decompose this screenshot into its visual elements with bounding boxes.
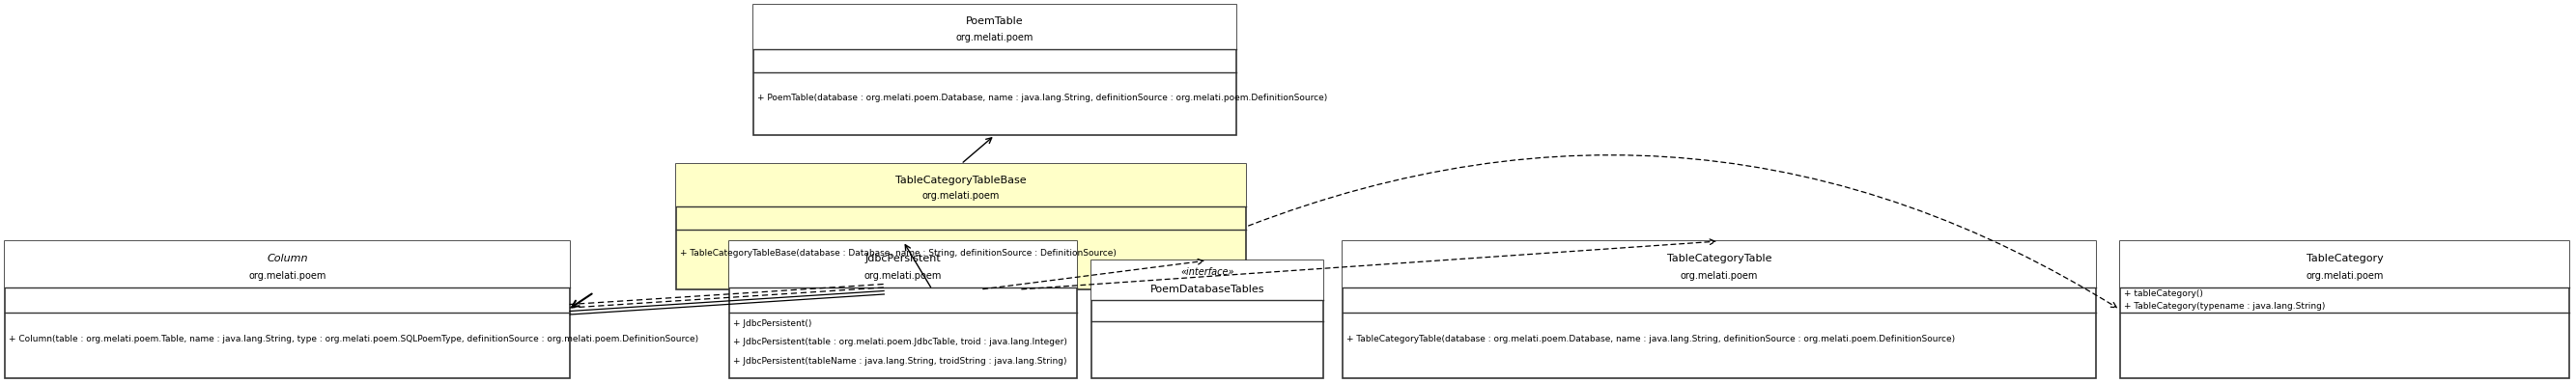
Bar (2120, 241, 2568, 378)
Text: + TableCategoryTable(database : org.melati.poem.Database, name : java.lang.Strin: + TableCategoryTable(database : org.mela… (1347, 334, 1955, 343)
Text: org.melati.poem: org.melati.poem (2306, 271, 2383, 281)
Text: + JdbcPersistent(tableName : java.lang.String, troidString : java.lang.String): + JdbcPersistent(tableName : java.lang.S… (734, 357, 1066, 366)
Text: Column: Column (268, 254, 309, 264)
Text: + TableCategory(typename : java.lang.String): + TableCategory(typename : java.lang.Str… (2125, 302, 2326, 311)
Text: + tableCategory(): + tableCategory() (2125, 290, 2202, 298)
Bar (5, 241, 569, 288)
Text: «interface»: «interface» (1180, 267, 1234, 277)
Text: org.melati.poem: org.melati.poem (956, 33, 1033, 43)
Bar (1342, 241, 2097, 288)
Text: TableCategoryTableBase: TableCategoryTableBase (896, 175, 1028, 185)
Bar (5, 241, 569, 378)
Bar (752, 5, 1236, 49)
Bar (729, 241, 1077, 378)
Text: PoemDatabaseTables: PoemDatabaseTables (1149, 285, 1265, 294)
Text: PoemTable: PoemTable (966, 17, 1023, 26)
Bar (1342, 241, 2097, 378)
Text: org.melati.poem: org.melati.poem (1680, 271, 1757, 281)
Bar (1092, 260, 1324, 301)
Text: + JdbcPersistent(): + JdbcPersistent() (734, 319, 811, 328)
Bar (1092, 260, 1324, 378)
Text: + JdbcPersistent(table : org.melati.poem.JdbcTable, troid : java.lang.Integer): + JdbcPersistent(table : org.melati.poem… (734, 338, 1066, 347)
Text: org.melati.poem: org.melati.poem (866, 271, 943, 281)
Text: TableCategoryTable: TableCategoryTable (1667, 254, 1772, 264)
Text: TableCategory: TableCategory (2306, 254, 2383, 264)
Text: org.melati.poem: org.melati.poem (247, 271, 327, 281)
Text: org.melati.poem: org.melati.poem (922, 191, 999, 201)
Text: + PoemTable(database : org.melati.poem.Database, name : java.lang.String, defini: + PoemTable(database : org.melati.poem.D… (757, 93, 1327, 102)
Bar (729, 241, 1077, 288)
Text: JdbcPersistent: JdbcPersistent (866, 254, 940, 264)
Text: + TableCategoryTableBase(database : Database, name : String, definitionSource : : + TableCategoryTableBase(database : Data… (680, 249, 1115, 258)
Bar (675, 164, 1247, 290)
Bar (675, 164, 1247, 207)
Bar (2120, 241, 2568, 288)
Bar (752, 5, 1236, 135)
Text: + Column(table : org.melati.poem.Table, name : java.lang.String, type : org.mela: + Column(table : org.melati.poem.Table, … (8, 334, 698, 343)
